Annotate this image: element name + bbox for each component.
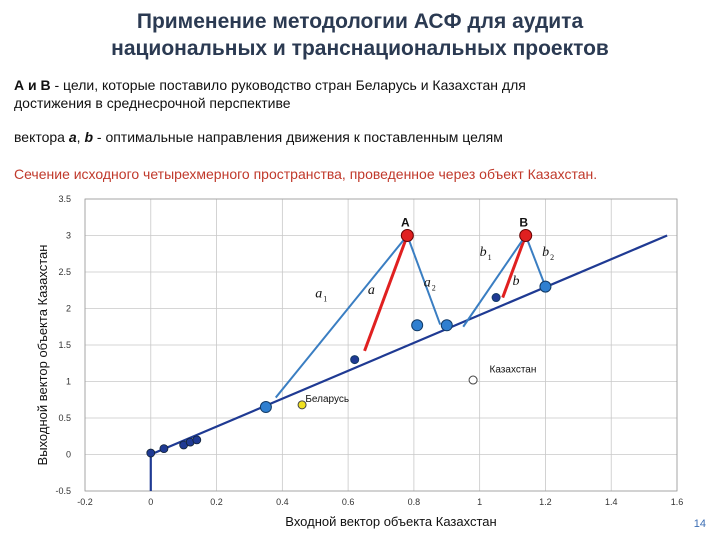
blue-point (411, 319, 424, 332)
x-tick-label: 0.2 (210, 497, 223, 507)
x-tick-label: 1 (477, 497, 482, 507)
scatter-chart: -0.2 0 0.2 0.4 0.6 0.8 1 1.2 1.4 1.6 -0.5 0 0.5 1 1.5 2… (35, 194, 684, 529)
vector-a1 (274, 234, 409, 399)
annotation-marker (297, 400, 307, 410)
vector-a2 (406, 235, 442, 325)
vector-b-label: b (84, 129, 93, 145)
vector-label: a (424, 276, 431, 291)
goals-lead: А и В (14, 77, 51, 93)
x-axis-label: Входной вектор объекта Казахстан (285, 514, 496, 529)
dark-point (350, 355, 360, 365)
section-caption: Сечение исходного четырехмерного простра… (14, 166, 598, 182)
vector-label-subscript: 2 (432, 284, 436, 293)
y-tick-label: 2 (66, 304, 71, 314)
vectors-description: вектора а, b - оптимальные направления д… (14, 128, 503, 146)
y-tick-label: 0 (66, 450, 71, 460)
vector-label-subscript: 1 (323, 295, 327, 304)
y-tick-label: 0.5 (58, 413, 71, 423)
vector-b1 (462, 234, 527, 328)
vector-label: b (513, 274, 520, 289)
goal-point (400, 229, 414, 242)
goal-label: А (401, 216, 410, 230)
trajectory-point (159, 444, 169, 454)
y-tick-label: 2.5 (58, 267, 71, 277)
x-tick-label: 1.2 (539, 497, 552, 507)
vector-b (501, 234, 528, 299)
trajectory-point (192, 435, 202, 445)
goals-description: А и В - цели, которые поставило руководс… (14, 76, 526, 112)
x-tick-label: -0.2 (77, 497, 93, 507)
title-line-2: национальных и транснациональных проекто… (111, 37, 609, 60)
vectors-sep: , (76, 129, 85, 145)
vector-label: a (315, 287, 322, 302)
vector-label-subscript: 1 (488, 253, 492, 262)
x-tick-label: 0.6 (342, 497, 355, 507)
x-tick-label: 0.8 (408, 497, 421, 507)
y-axis-label: Выходной вектор объекта Казахстан (35, 245, 50, 466)
annotation-label: Беларусь (305, 394, 349, 405)
x-tick-label: 0 (148, 497, 153, 507)
vector-a-label: а (68, 129, 77, 145)
blue-point (440, 319, 453, 332)
annotation-marker (468, 375, 478, 385)
goals-text: - цели, которые поставило руководство ст… (50, 77, 526, 93)
y-tick-label: 1 (66, 377, 71, 387)
y-tick-label: 1.5 (58, 340, 71, 350)
blue-point (259, 401, 272, 414)
x-tick-label: 0.4 (276, 497, 289, 507)
vectors-prefix: вектора (14, 129, 69, 145)
x-tick-label: 1.4 (605, 497, 618, 507)
vector-b2 (524, 235, 547, 287)
trajectory-point (146, 448, 156, 458)
goal-point (519, 229, 533, 242)
y-tick-label: 3.5 (58, 194, 71, 204)
trajectory-line (149, 234, 668, 491)
blue-point (539, 280, 552, 293)
dark-point (491, 293, 501, 303)
page-number: 14 (693, 518, 706, 530)
vector-label: a (368, 283, 375, 298)
vectors-text: - оптимальные направления движения к пос… (93, 129, 503, 145)
title-line-1: Применение методологии АСФ для аудита (136, 10, 584, 33)
vector-label-subscript: 2 (550, 253, 554, 262)
slide-title: Применение методологии АСФ для аудита на… (40, 8, 680, 62)
y-tick-label: -0.5 (55, 486, 71, 496)
plot-frame (84, 198, 678, 492)
goal-label: В (519, 216, 528, 230)
vector-label: b (542, 245, 549, 260)
vector-a (363, 234, 409, 352)
y-tick-label: 3 (66, 231, 71, 241)
x-tick-label: 1.6 (671, 497, 684, 507)
goals-text-2: достижения в среднесрочной перспективе (14, 95, 291, 111)
annotation-label: Казахстан (490, 365, 537, 376)
vector-label: b (480, 245, 487, 260)
